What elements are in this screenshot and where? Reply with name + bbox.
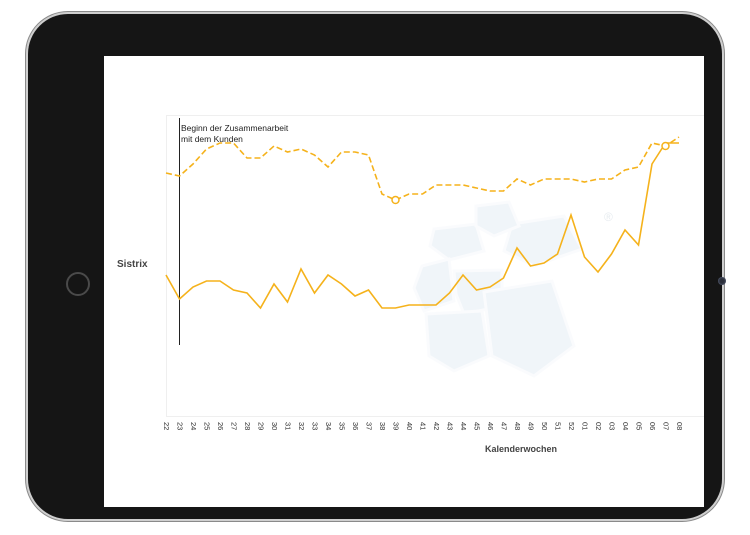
x-tick-label: 07 [662, 422, 671, 430]
x-tick-label: 27 [230, 422, 239, 430]
camera-icon [718, 277, 726, 285]
x-tick-label: 31 [284, 422, 293, 430]
x-tick-label: 05 [635, 422, 644, 430]
x-tick-label: 39 [392, 422, 401, 430]
x-tick-label: 35 [338, 422, 347, 430]
x-tick-label: 40 [405, 422, 414, 430]
chart-frame [166, 115, 704, 417]
x-tick-label: 34 [324, 422, 333, 430]
x-tick-label: 36 [351, 422, 360, 430]
x-tick-label: 44 [459, 422, 468, 430]
x-tick-label: 25 [203, 422, 212, 430]
x-tick-label: 49 [527, 422, 536, 430]
series-line-dashed [165, 136, 680, 201]
x-tick-label: 02 [594, 422, 603, 430]
annotation-text: Beginn der Zusammenarbeit mit dem Kunden [181, 123, 288, 145]
x-tick-label: 06 [648, 422, 657, 430]
annotation-line-1: Beginn der Zusammenarbeit [181, 123, 289, 133]
x-tick-label: 45 [473, 422, 482, 430]
x-tick-label: 50 [540, 422, 549, 430]
x-tick-label: 30 [270, 422, 279, 430]
x-tick-label: 01 [581, 422, 590, 430]
x-tick-label: 28 [243, 422, 252, 430]
x-tick-label: 47 [500, 422, 509, 430]
annotation-line-2: mit dem Kunden [181, 134, 243, 144]
x-tick-label: 24 [189, 422, 198, 430]
x-tick-label: 32 [297, 422, 306, 430]
x-tick-label: 26 [216, 422, 225, 430]
x-tick-label: 51 [554, 422, 563, 430]
series-marker [661, 141, 670, 151]
y-axis-label: Sistrix [117, 259, 148, 270]
x-tick-label: 29 [257, 422, 266, 430]
x-tick-labels: 22 23 24 25 26 27 28 29 30 31 32 33 34 35 36 37 38 39 40 41… [162, 422, 684, 430]
x-tick-label: 37 [365, 422, 374, 430]
screen: ® 22 23 24 25 26 27 28 29 30 31 32 33 34 35 36 37 38 39 40… [104, 56, 704, 507]
series-marker [391, 195, 400, 205]
series-line-solid [165, 142, 679, 310]
x-tick-label: 38 [378, 422, 387, 430]
home-button[interactable] [66, 272, 90, 296]
x-tick-label: 43 [446, 422, 455, 430]
x-tick-label: 46 [486, 422, 495, 430]
x-tick-label: 08 [675, 422, 684, 430]
tablet-frame: ® 22 23 24 25 26 27 28 29 30 31 32 33 34 35 36 37 38 39 40… [28, 14, 726, 519]
watermark-logo: ® [412, 200, 613, 378]
x-tick-label: 41 [419, 422, 428, 430]
x-tick-label: 33 [311, 422, 320, 430]
x-tick-label: 03 [608, 422, 617, 430]
x-axis-label: Kalenderwochen [485, 444, 558, 454]
x-tick-label: 48 [513, 422, 522, 430]
x-tick-label: 22 [162, 422, 171, 430]
line-chart: ® 22 23 24 25 26 27 28 29 30 31 32 33 34 35 36 37 38 39 40… [162, 118, 684, 430]
x-tick-label: 52 [567, 422, 576, 430]
x-tick-label: 23 [176, 422, 185, 430]
watermark-symbol: ® [604, 210, 613, 224]
x-tick-label: 04 [621, 422, 630, 430]
x-tick-label: 42 [432, 422, 441, 430]
